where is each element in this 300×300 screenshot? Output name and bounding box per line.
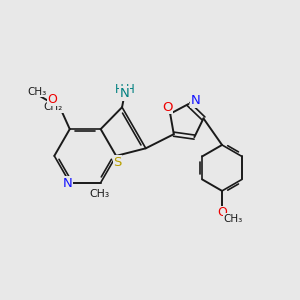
Text: CH₃: CH₃ [28,87,47,97]
Text: S: S [113,156,122,169]
Text: N: N [191,94,201,107]
Text: CH₃: CH₃ [224,214,243,224]
Text: N: N [119,87,129,100]
Text: H: H [115,83,124,96]
Text: O: O [217,206,227,220]
Text: CH₃: CH₃ [89,189,109,199]
Text: CH₂: CH₂ [44,102,63,112]
Text: O: O [162,101,172,114]
Text: O: O [47,93,57,106]
Text: H: H [126,83,135,96]
Text: N: N [62,177,72,190]
